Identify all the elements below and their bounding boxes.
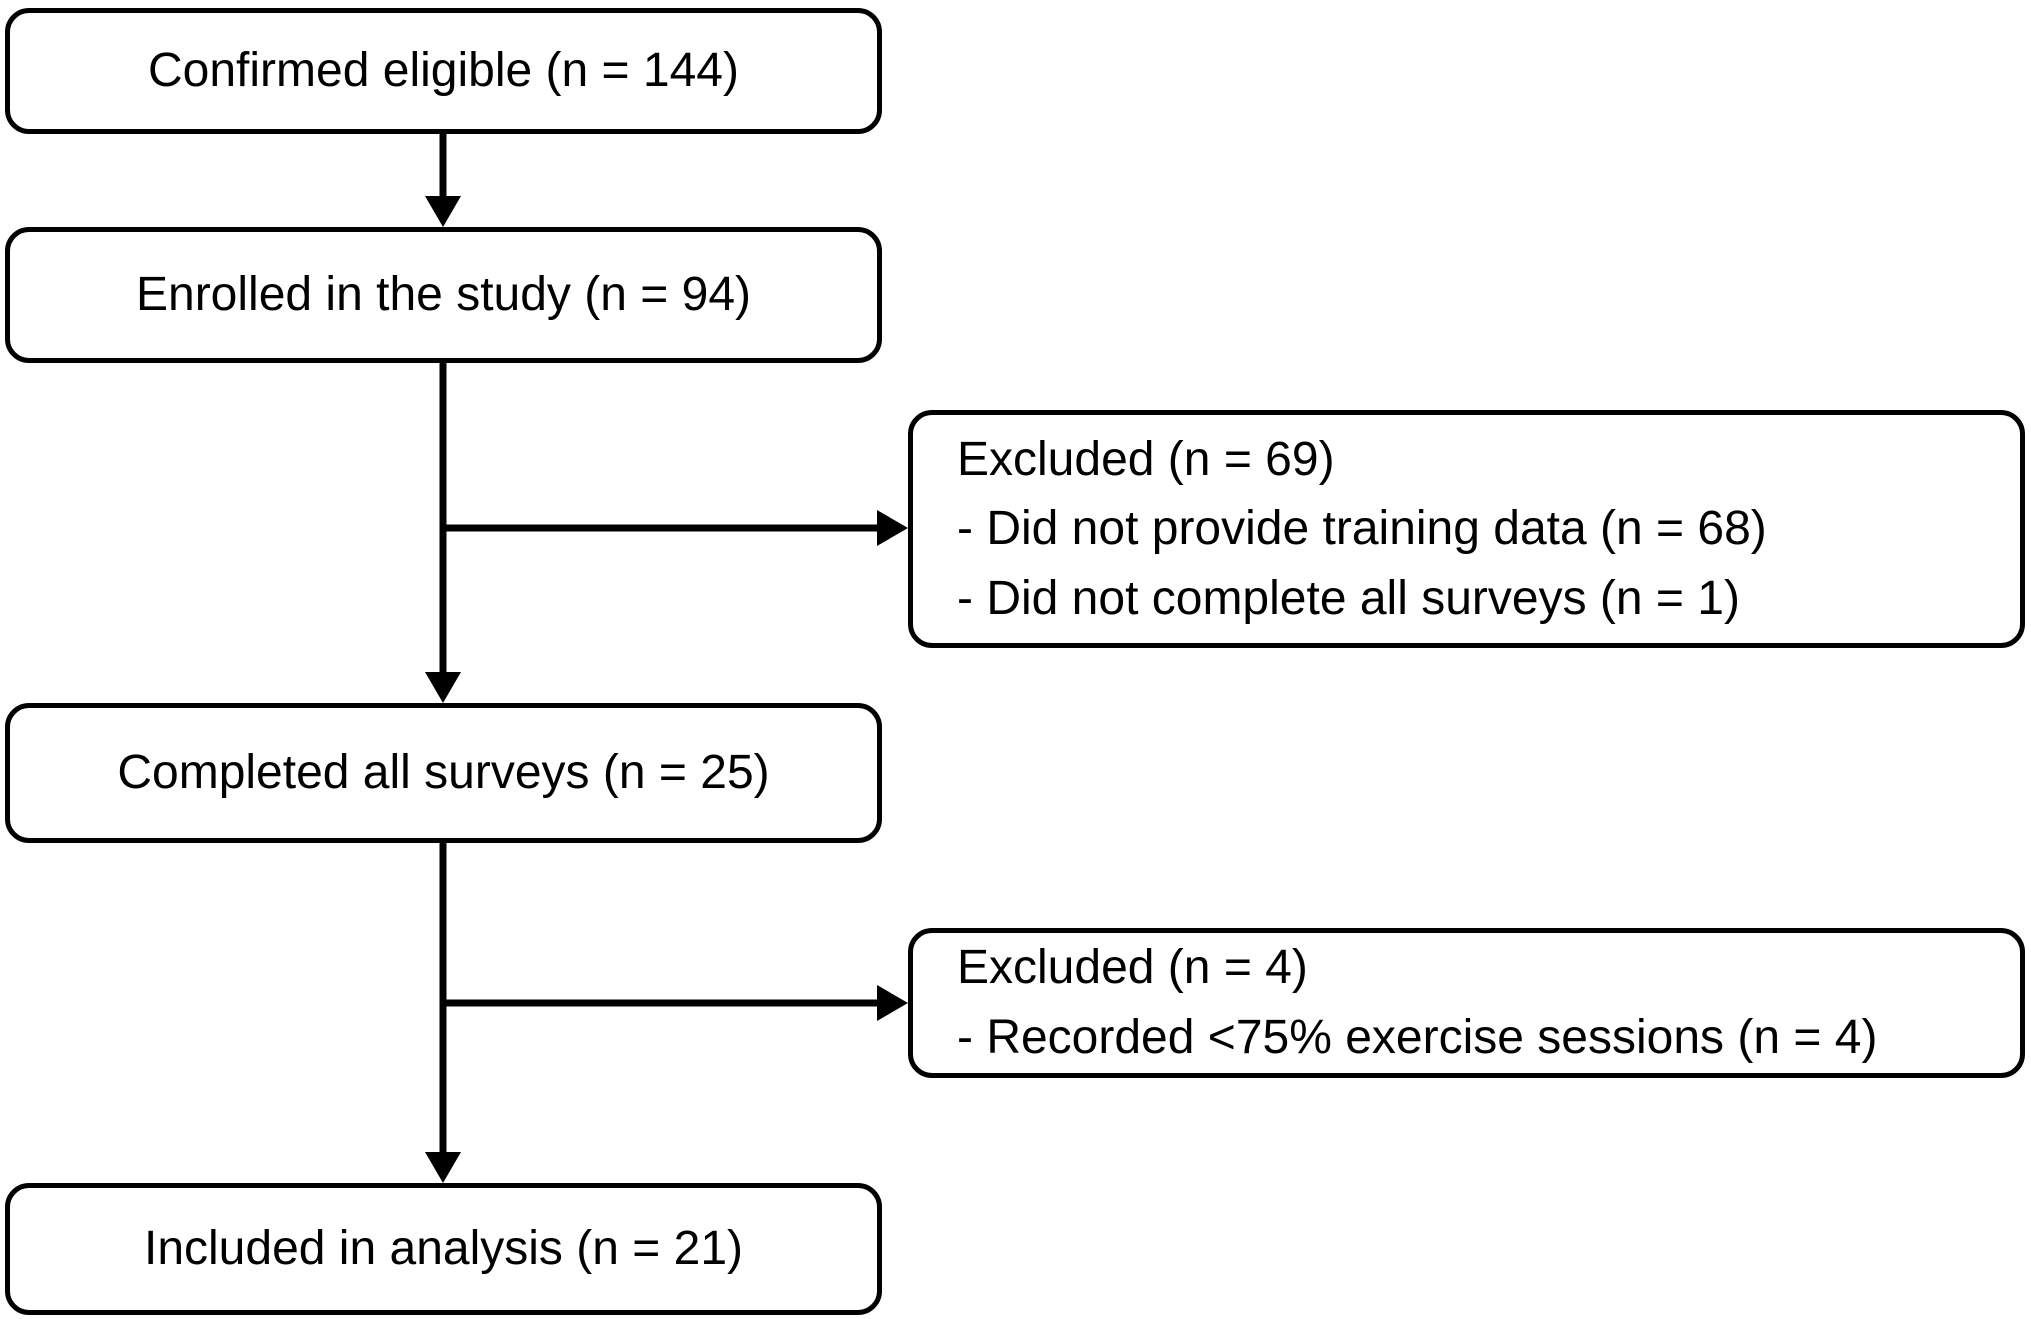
arrow-branch-to-excluded-4	[440, 985, 908, 1021]
node-excluded-after-enrollment: Excluded (n = 69) - Did not provide trai…	[908, 410, 2025, 648]
node-confirmed-eligible: Confirmed eligible (n = 144)	[5, 8, 882, 134]
node-confirmed-eligible-label: Confirmed eligible (n = 144)	[148, 44, 739, 98]
excluded-after-surveys-title: Excluded (n = 4)	[957, 941, 1308, 995]
excluded-after-surveys-reason: - Recorded <75% exercise sessions (n = 4…	[957, 1011, 1878, 1064]
excluded-after-enrollment-reason: - Did not complete all surveys (n = 1)	[957, 571, 1740, 625]
node-included-in-analysis-label: Included in analysis (n = 21)	[143, 1222, 743, 1276]
arrow-enrolled-to-completed	[425, 363, 461, 703]
arrow-branch-to-excluded-69	[440, 510, 908, 546]
excluded-after-enrollment-title: Excluded (n = 69)	[957, 432, 1335, 486]
node-enrolled-in-study-label: Enrolled in the study (n = 94)	[135, 268, 752, 322]
node-enrolled-in-study: Enrolled in the study (n = 94)	[5, 227, 882, 363]
arrow-confirmed-to-enrolled	[425, 134, 461, 227]
arrow-completed-to-included	[425, 843, 461, 1183]
excluded-after-enrollment-reason: - Did not provide training data (n = 68)	[957, 502, 1767, 556]
node-included-in-analysis: Included in analysis (n = 21)	[5, 1183, 882, 1315]
node-completed-all-surveys: Completed all surveys (n = 25)	[5, 703, 882, 843]
node-completed-all-surveys-label: Completed all surveys (n = 25)	[117, 746, 770, 800]
node-excluded-after-surveys: Excluded (n = 4) - Recorded <75% exercis…	[908, 928, 2025, 1078]
